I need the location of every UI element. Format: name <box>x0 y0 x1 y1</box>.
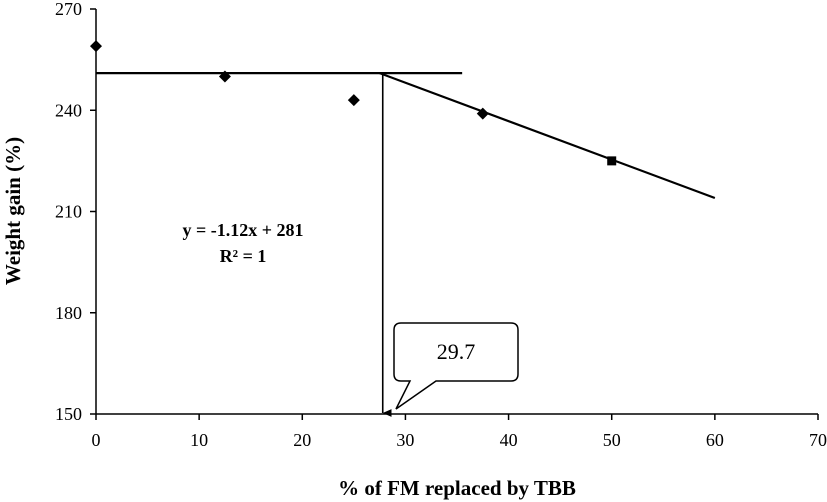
decline-line <box>379 72 716 200</box>
y-axis-title: Weight gain (%) <box>1 137 25 285</box>
data-point-diamond <box>218 70 231 83</box>
callout-box: 29.7 <box>393 322 519 410</box>
fit-lines <box>96 72 716 200</box>
y-tick-label: 210 <box>55 202 82 222</box>
y-tick-label: 150 <box>55 404 82 424</box>
y-tick-label: 270 <box>55 0 82 19</box>
y-ticks: 150 180 210 240 270 <box>55 0 96 424</box>
x-tick-label: 40 <box>500 430 518 450</box>
x-tick-label: 20 <box>293 430 311 450</box>
x-ticks: 0 10 20 30 40 50 60 70 <box>92 414 827 450</box>
x-tick-label: 10 <box>190 430 208 450</box>
equation-label: y = -1.12x + 281 <box>182 220 303 240</box>
data-points <box>90 40 617 166</box>
x-axis-title: % of FM replaced by TBB <box>338 476 576 500</box>
x-tick-label: 60 <box>706 430 724 450</box>
r-squared-label: R² = 1 <box>220 246 267 266</box>
data-point-diamond <box>476 107 489 120</box>
y-tick-label: 240 <box>55 100 82 120</box>
y-tick-label: 180 <box>55 303 82 323</box>
x-tick-label: 50 <box>603 430 621 450</box>
x-tick-label: 0 <box>92 430 101 450</box>
data-point-diamond <box>347 94 360 107</box>
x-tick-label: 70 <box>809 430 827 450</box>
data-point-diamond <box>90 40 102 53</box>
x-tick-label: 30 <box>396 430 414 450</box>
callout-shape <box>393 322 519 410</box>
callout-value: 29.7 <box>437 339 476 364</box>
data-point-square <box>607 156 617 166</box>
